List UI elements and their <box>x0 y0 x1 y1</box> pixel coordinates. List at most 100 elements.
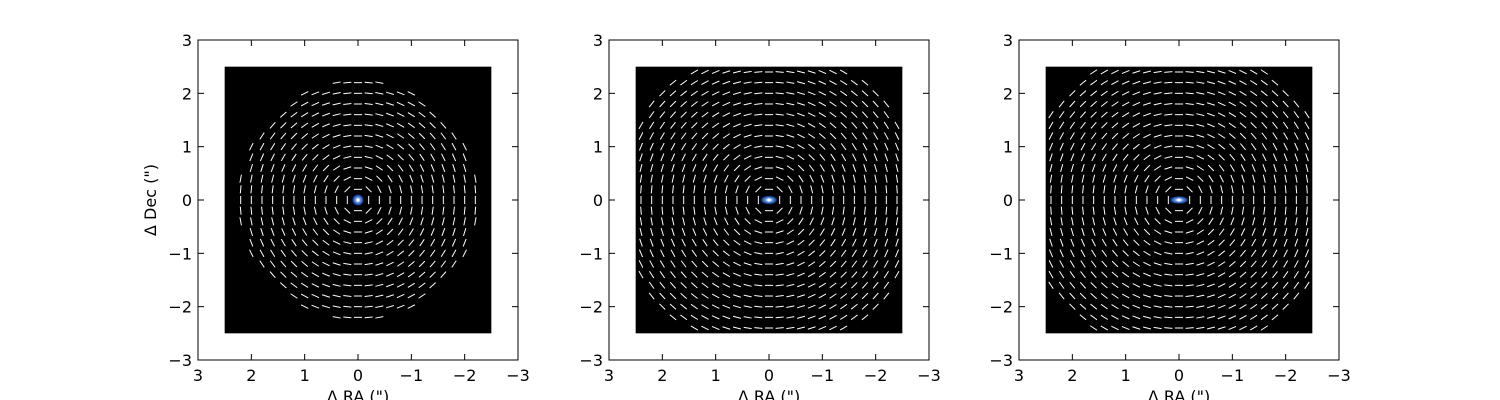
polarization-vector <box>894 142 900 151</box>
polarization-vector <box>1060 206 1063 215</box>
polarization-vector <box>1132 315 1141 320</box>
polarization-vector <box>818 271 826 278</box>
polarization-vector <box>1145 206 1149 215</box>
polarization-vector <box>1079 111 1087 119</box>
polarization-vector <box>1185 241 1194 245</box>
polarization-vector <box>1250 271 1257 278</box>
polarization-vector <box>1228 69 1237 75</box>
polarization-vector <box>312 228 319 236</box>
x-tick-label: 0 <box>1174 366 1184 385</box>
polarization-vector <box>786 81 795 84</box>
polarization-vector <box>894 260 900 268</box>
polarization-vector <box>1121 304 1130 309</box>
polarization-vector <box>885 217 888 226</box>
polarization-vector <box>271 217 275 226</box>
polarization-vector <box>1196 283 1205 287</box>
polarization-vector <box>671 217 675 226</box>
polarization-vector <box>733 239 741 246</box>
polarization-vector <box>1304 260 1310 268</box>
polarization-vector <box>850 100 858 108</box>
polarization-vector <box>861 314 869 321</box>
polarization-vector <box>1209 185 1213 194</box>
polarization-vector <box>829 282 837 289</box>
polarization-vector <box>1082 185 1084 194</box>
polarization-vector <box>343 284 352 287</box>
polarization-vector <box>1293 132 1299 140</box>
polarization-vector <box>788 206 793 215</box>
polarization-vector <box>1217 101 1226 107</box>
polarization-vector <box>364 166 373 170</box>
polarization-vector <box>259 249 265 258</box>
polarization-vector <box>441 164 446 172</box>
polarization-vector <box>1240 249 1246 257</box>
polarization-vector <box>724 206 728 215</box>
polarization-vector <box>1209 206 1213 215</box>
polarization-vector <box>896 206 898 215</box>
polarization-vector <box>872 121 879 129</box>
polarization-vector <box>829 304 837 310</box>
polarization-vector <box>311 304 320 309</box>
polarization-vector <box>711 80 720 85</box>
polarization-vector <box>682 185 685 194</box>
polarization-vector <box>640 206 642 215</box>
polarization-vector <box>323 175 329 183</box>
polarization-vector <box>271 185 274 194</box>
polarization-vector <box>1252 185 1255 194</box>
polarization-vector <box>829 325 837 331</box>
polarization-vector <box>333 229 341 235</box>
polarization-vector <box>1229 164 1235 172</box>
y-tick-label: 1 <box>182 138 192 157</box>
polarization-vector <box>1217 304 1226 309</box>
polarization-vector <box>1250 293 1258 299</box>
polarization-vector <box>1142 305 1152 309</box>
polarization-vector <box>680 121 687 129</box>
polarization-vector <box>1153 144 1162 149</box>
polarization-vector <box>1071 185 1074 194</box>
polarization-vector <box>702 143 708 151</box>
polarization-vector <box>1206 102 1216 106</box>
polarization-vector <box>638 142 644 151</box>
polarization-vector <box>818 133 826 139</box>
polarization-vector <box>1049 174 1053 183</box>
polarization-vector <box>1091 249 1097 258</box>
polarization-vector <box>1219 217 1224 226</box>
polarization-vector <box>851 271 858 279</box>
polarization-vector <box>1122 133 1130 139</box>
polarization-vector <box>1058 111 1065 119</box>
polarization-vector <box>301 261 309 267</box>
polarization-vector <box>1123 217 1128 226</box>
polarization-vector <box>364 219 373 224</box>
polarization-vector <box>786 273 795 277</box>
polarization-vector <box>1295 206 1298 215</box>
polarization-vector <box>1239 69 1247 75</box>
polarization-vector <box>408 153 415 161</box>
polarization-vector <box>429 249 436 257</box>
polarization-vector <box>344 186 351 193</box>
polarization-vector <box>386 272 394 277</box>
x-axis-label: Δ RA (") <box>738 387 800 400</box>
polarization-vector <box>1070 227 1074 237</box>
polarization-vector <box>397 261 405 267</box>
polarization-vector <box>1059 249 1064 258</box>
polarization-vector <box>840 101 848 107</box>
polarization-vector <box>1208 175 1214 183</box>
polarization-vector <box>701 69 709 75</box>
polarization-vector <box>1306 206 1308 215</box>
polarization-vector <box>386 154 394 161</box>
y-tick-label: −2 <box>579 298 603 317</box>
polarization-vector <box>430 228 435 236</box>
polarization-vector <box>1283 249 1288 258</box>
polarization-vector <box>451 260 457 268</box>
polarization-vector <box>324 185 328 194</box>
polarization-vector <box>680 100 688 108</box>
polarization-vector <box>1261 121 1268 129</box>
polarization-vector <box>661 217 664 226</box>
polarization-vector <box>776 186 783 193</box>
vector-field <box>239 81 477 319</box>
polarization-vector <box>1251 238 1257 247</box>
x-tick-label: −1 <box>811 366 835 385</box>
polarization-vector <box>1132 272 1141 278</box>
polarization-vector <box>429 111 437 118</box>
polarization-vector <box>440 260 447 268</box>
polarization-vector <box>322 164 330 172</box>
